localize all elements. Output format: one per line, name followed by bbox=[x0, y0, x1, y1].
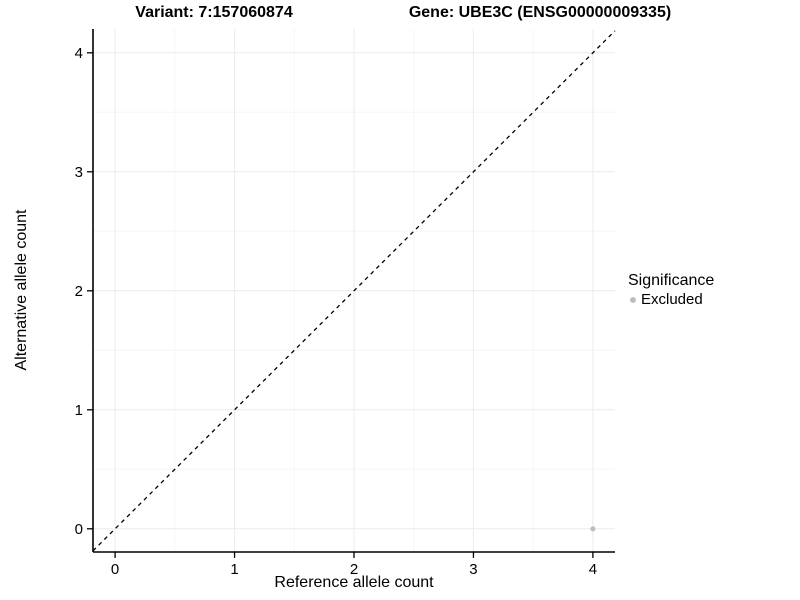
y-tick-label: 0 bbox=[75, 521, 83, 538]
legend-title: Significance bbox=[628, 272, 715, 289]
legend-point-swatch bbox=[630, 297, 636, 303]
plot-title-variant: Variant: 7:157060874 bbox=[135, 4, 293, 21]
x-tick-label: 0 bbox=[111, 561, 119, 578]
x-axis-label: Reference allele count bbox=[274, 574, 434, 591]
y-tick-label: 4 bbox=[75, 45, 83, 62]
legend-item-excluded: Excluded bbox=[628, 291, 714, 309]
y-tick-label: 3 bbox=[75, 164, 83, 181]
x-tick-label: 2 bbox=[350, 561, 358, 578]
x-tick-label: 4 bbox=[589, 561, 597, 578]
data-point bbox=[590, 526, 596, 532]
x-tick-label: 1 bbox=[230, 561, 238, 578]
y-tick-label: 1 bbox=[75, 402, 83, 419]
x-tick-label: 3 bbox=[469, 561, 477, 578]
y-tick-label: 2 bbox=[75, 283, 83, 300]
legend: Significance Excluded bbox=[628, 272, 714, 309]
legend-item-label: Excluded bbox=[641, 291, 703, 308]
identity-dashed-line bbox=[92, 30, 616, 552]
plot-title-gene: Gene: UBE3C (ENSG00000009335) bbox=[408, 4, 672, 21]
